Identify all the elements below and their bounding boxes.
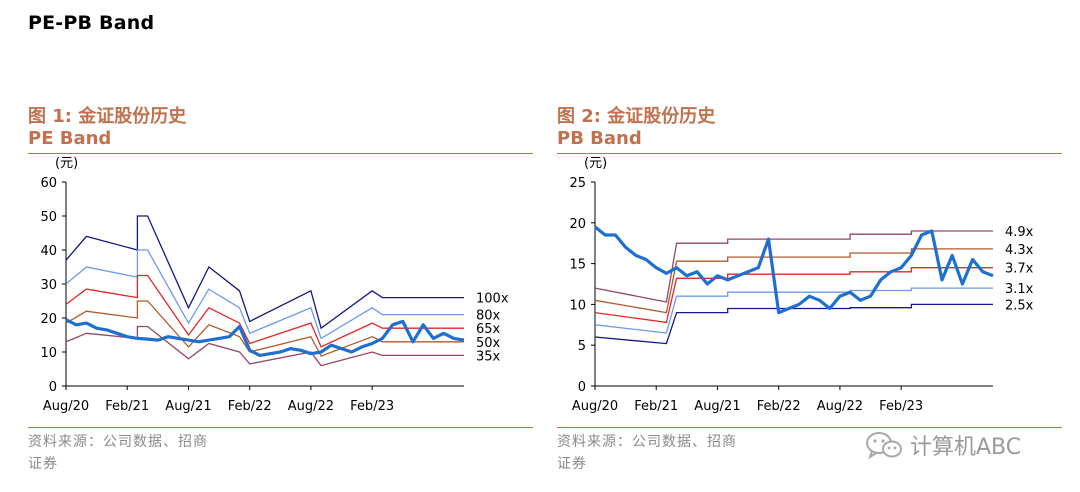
figure-heading: 图 2: 金证股份历史 [557, 102, 715, 128]
x-tick-label: Feb/22 [228, 399, 272, 414]
y-tick-label: 0 [578, 380, 586, 395]
figure-title: 金证股份历史 [607, 106, 716, 127]
pb-band-chart: (元) 0 5 10 15 20 25 Aug/20 Feb/21 Aug/21 Feb/22 Aug… [569, 156, 1034, 414]
band-end-label: 80x [476, 309, 501, 324]
band-line-4.9x [594, 230, 993, 303]
price-line [594, 225, 994, 315]
x-tick-label: Aug/22 [817, 399, 863, 414]
y-tick-label: 20 [40, 312, 57, 327]
x-tick-label: Feb/21 [105, 399, 149, 414]
band-end-label: 100x [476, 292, 509, 307]
figure-heading: 图 1: 金证股份历史 [28, 102, 186, 128]
band-line-3.1x [594, 287, 993, 334]
band-end-label: 4.3x [1005, 243, 1034, 258]
source-note: 资料来源：公司数据、招商证券 [557, 434, 737, 472]
y-tick-label: 0 [49, 380, 57, 395]
band-end-label: 50x [476, 336, 501, 351]
source-note: 资料来源：公司数据、招商证券 [28, 434, 208, 472]
y-tick-label: 5 [578, 339, 586, 354]
y-tick-label: 30 [40, 278, 57, 293]
y-tick-label: 10 [40, 346, 57, 361]
band-line-65x [65, 274, 464, 348]
band-line-80x [65, 249, 464, 340]
band-line-4.3x [594, 248, 993, 314]
band-end-label: 4.9x [1005, 225, 1034, 240]
page-title: PE-PB Band [28, 12, 155, 34]
x-tick-label: Aug/20 [43, 399, 89, 414]
x-tick-label: Feb/22 [757, 399, 801, 414]
source-divider [28, 427, 533, 428]
watermark: 计算机ABC [864, 428, 1021, 462]
band-end-label: 3.7x [1005, 262, 1034, 277]
price-line [65, 318, 465, 357]
band-end-label: 35x [476, 349, 501, 364]
chart-title: PB Band [557, 128, 642, 149]
y-tick-label: 60 [40, 176, 57, 191]
x-tick-label: Aug/21 [694, 399, 740, 414]
band-line-3.7x [594, 267, 993, 324]
y-tick-label: 15 [569, 258, 586, 273]
title-divider [28, 153, 533, 154]
x-tick-label: Aug/21 [165, 399, 211, 414]
y-tick-label: 25 [569, 176, 586, 191]
x-tick-label: Feb/21 [634, 399, 678, 414]
figure-title: 金证股份历史 [78, 106, 187, 127]
band-line-35x [65, 325, 464, 367]
x-tick-label: Aug/22 [288, 399, 334, 414]
band-line-50x [65, 300, 464, 357]
source-divider [557, 427, 1062, 428]
chart-title: PE Band [28, 128, 112, 149]
y-tick-label: 20 [569, 217, 586, 232]
title-divider [557, 153, 1062, 154]
x-tick-label: Feb/23 [350, 399, 394, 414]
figure-label: 图 2: [557, 106, 601, 127]
y-tick-label: 40 [40, 244, 57, 259]
y-tick-label: 10 [569, 298, 586, 313]
y-axis-unit-label: (元) [584, 156, 607, 171]
y-tick-label: 50 [40, 210, 57, 225]
pe-band-chart: (元) 0 10 20 30 40 50 60 Aug/20 Feb/21 Aug/21 Feb/22… [40, 156, 509, 414]
watermark-text: 计算机ABC [910, 435, 1022, 460]
wechat-icon [866, 432, 902, 460]
band-end-label: 3.1x [1005, 282, 1034, 297]
x-tick-label: Feb/23 [879, 399, 923, 414]
figure-label: 图 1: [28, 106, 72, 127]
band-line-100x [65, 215, 464, 330]
pe-band-panel: 图 1: 金证股份历史 PE Band (元) 0 10 20 30 40 50 60 Aug/… [28, 96, 533, 488]
y-axis-unit-label: (元) [55, 156, 78, 171]
pb-band-panel: 图 2: 金证股份历史 PB Band (元) 0 5 10 15 20 25 Aug/20 F… [557, 96, 1062, 488]
x-tick-label: Aug/20 [572, 399, 618, 414]
band-end-label: 65x [476, 322, 501, 337]
band-end-label: 2.5x [1005, 298, 1034, 313]
